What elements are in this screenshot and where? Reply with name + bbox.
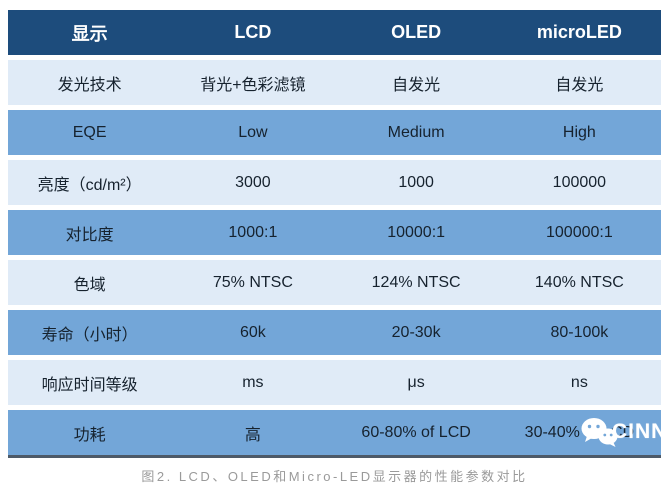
row-label: 亮度（cd/m²）	[37, 176, 142, 194]
row-label: 寿命（小时）	[41, 326, 138, 344]
table-row-power: 功耗 高 60-80% of LCD 30-40% of LCD	[8, 410, 661, 455]
cell-oled: 10000:1	[387, 223, 446, 241]
table-row-emission-tech: 发光技术 背光+色彩滤镜 自发光 自发光	[8, 60, 661, 105]
cell-microled: High	[562, 123, 596, 141]
figure-caption: 图2. LCD、OLED和Micro-LED显示器的性能参数对比	[141, 469, 528, 484]
cell-microled: 30-40% of LCD	[524, 423, 635, 441]
cell-lcd: 高	[244, 426, 261, 444]
cell-oled: 1000	[398, 173, 434, 191]
row-label: 功耗	[73, 426, 106, 444]
table-row-brightness: 亮度（cd/m²） 3000 1000 100000	[8, 160, 661, 205]
header-cell-display: 显示	[71, 23, 108, 44]
header-cell-lcd: LCD	[234, 22, 272, 42]
cell-lcd: ms	[242, 373, 264, 391]
cell-oled: 自发光	[392, 76, 441, 94]
row-label: 对比度	[65, 226, 114, 244]
cell-lcd: 1000:1	[228, 223, 278, 241]
table-bottom-rule	[8, 455, 661, 458]
row-label: 响应时间等级	[41, 376, 138, 394]
table-row-contrast: 对比度 1000:1 10000:1 100000:1	[8, 210, 661, 255]
cell-lcd: 背光+色彩滤镜	[200, 76, 306, 94]
cell-lcd: 75% NTSC	[212, 273, 293, 291]
cell-oled: 20-30k	[391, 323, 441, 341]
cell-lcd: 60k	[239, 323, 266, 341]
table-row-eqe: EQE Low Medium High	[8, 110, 661, 155]
cell-oled: Medium	[387, 123, 445, 141]
row-label: 发光技术	[57, 76, 122, 94]
table-row-gamut: 色域 75% NTSC 124% NTSC 140% NTSC	[8, 260, 661, 305]
comparison-table: 显示 LCD OLED microLED 发光技术 背光+色彩滤镜 自发光 自发…	[8, 10, 661, 458]
row-label: 色域	[73, 276, 106, 294]
cell-microled: 100000	[552, 173, 607, 191]
cell-microled: 140% NTSC	[534, 273, 624, 291]
cell-oled: μs	[407, 373, 425, 391]
cell-lcd: 3000	[235, 173, 271, 191]
table-row-response-time: 响应时间等级 ms μs ns	[8, 360, 661, 405]
cell-microled: ns	[570, 373, 588, 391]
cell-microled: 100000:1	[546, 223, 613, 241]
header-cell-oled: OLED	[391, 22, 442, 42]
cell-microled: 80-100k	[550, 323, 609, 341]
cell-oled: 60-80% of LCD	[361, 423, 471, 441]
table-row-lifetime: 寿命（小时） 60k 20-30k 80-100k	[8, 310, 661, 355]
cell-oled: 124% NTSC	[371, 273, 461, 291]
header-cell-microled: microLED	[536, 22, 622, 42]
table-header-row: 显示 LCD OLED microLED	[8, 10, 661, 55]
cell-microled: 自发光	[555, 76, 604, 94]
row-label: EQE	[72, 123, 107, 141]
cell-lcd: Low	[238, 123, 268, 141]
